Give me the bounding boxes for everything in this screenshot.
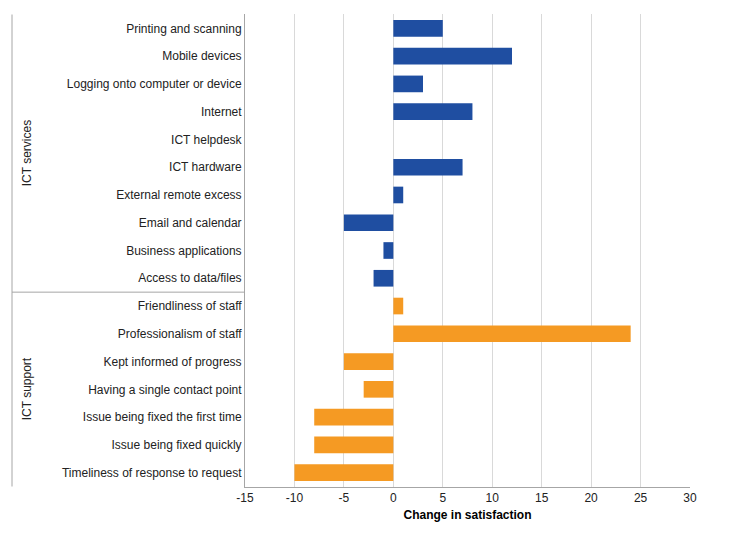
svg-text:External remote excess: External remote excess bbox=[116, 188, 241, 202]
svg-text:10: 10 bbox=[486, 491, 500, 505]
svg-text:Mobile devices: Mobile devices bbox=[162, 49, 241, 63]
svg-text:Printing and scanning: Printing and scanning bbox=[126, 22, 241, 36]
svg-text:25: 25 bbox=[634, 491, 648, 505]
svg-text:-5: -5 bbox=[339, 491, 350, 505]
svg-text:ICT support: ICT support bbox=[20, 357, 34, 420]
svg-text:Email and calendar: Email and calendar bbox=[139, 216, 242, 230]
svg-text:Internet: Internet bbox=[201, 105, 242, 119]
svg-text:Logging onto computer or devic: Logging onto computer or device bbox=[67, 77, 242, 91]
svg-text:Timeliness of response to requ: Timeliness of response to request bbox=[62, 466, 242, 480]
svg-text:ICT helpdesk: ICT helpdesk bbox=[171, 133, 242, 147]
svg-text:Business applications: Business applications bbox=[126, 244, 241, 258]
svg-text:Issue being fixed the first ti: Issue being fixed the first time bbox=[83, 410, 242, 424]
svg-text:5: 5 bbox=[439, 491, 446, 505]
svg-text:20: 20 bbox=[584, 491, 598, 505]
svg-text:15: 15 bbox=[535, 491, 549, 505]
svg-text:Friendliness of staff: Friendliness of staff bbox=[138, 299, 242, 313]
svg-text:Issue being fixed quickly: Issue being fixed quickly bbox=[112, 438, 242, 452]
svg-text:Professionalism of staff: Professionalism of staff bbox=[118, 327, 242, 341]
svg-text:Kept informed of progress: Kept informed of progress bbox=[104, 355, 242, 369]
svg-text:ICT services: ICT services bbox=[20, 120, 34, 186]
svg-text:Change in satisfaction: Change in satisfaction bbox=[403, 508, 531, 522]
svg-text:-15: -15 bbox=[236, 491, 254, 505]
svg-text:0: 0 bbox=[390, 491, 397, 505]
svg-text:ICT hardware: ICT hardware bbox=[169, 160, 242, 174]
svg-text:Access to data/files: Access to data/files bbox=[138, 271, 241, 285]
svg-text:Having a single contact point: Having a single contact point bbox=[88, 383, 242, 397]
svg-text:-10: -10 bbox=[286, 491, 304, 505]
svg-text:30: 30 bbox=[683, 491, 697, 505]
